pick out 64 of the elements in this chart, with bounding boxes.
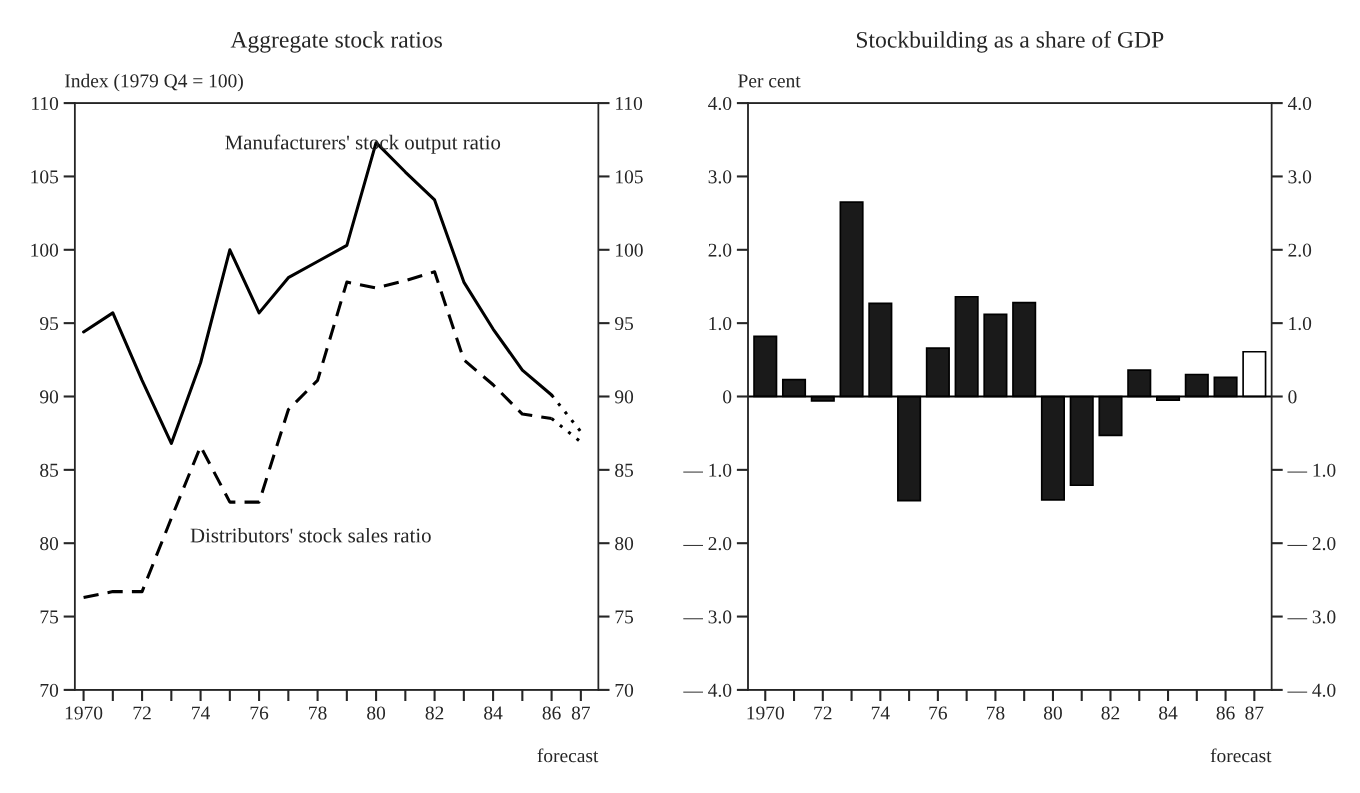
x-tick-label: 74 — [192, 706, 210, 720]
y-tick-label: 95 — [40, 317, 59, 331]
y2-tick-label: 80 — [615, 537, 634, 551]
y2-tick-label: 90 — [615, 390, 634, 404]
series-label: Manufacturers' stock output ratio — [225, 134, 501, 154]
y2-tick-label: 85 — [615, 463, 634, 477]
x-tick-label: 76 — [250, 706, 269, 720]
y-tick-label: 85 — [40, 463, 59, 477]
y-tick-label: — 3.0 — [683, 610, 732, 624]
x-tick-label: 86 — [1216, 706, 1235, 720]
y2-tick-label: 95 — [615, 317, 634, 331]
y2-tick-label: 0 — [1288, 390, 1297, 404]
series-label: Distributors' stock sales ratio — [190, 527, 431, 543]
x-tick-label: 86 — [542, 706, 561, 720]
y2-tick-label: — 2.0 — [1287, 537, 1336, 551]
y2-tick-label: 3.0 — [1288, 170, 1312, 184]
y2-tick-label: 1.0 — [1289, 316, 1312, 331]
y-tick-label: 2.0 — [708, 243, 732, 257]
text: forecast — [537, 748, 599, 763]
y-tick-label: 1.0 — [709, 316, 732, 331]
x-tick-label: 80 — [1043, 706, 1062, 720]
y2-tick-label: 4.0 — [1287, 96, 1312, 111]
y-tick-label: 3.0 — [708, 170, 732, 184]
x-tick-label: 82 — [1101, 706, 1120, 720]
y2-tick-label: — 1.0 — [1287, 463, 1336, 477]
y2-tick-label: 100 — [616, 243, 643, 257]
x-tick-label: 1970 — [65, 706, 103, 720]
y2-tick-label: — 3.0 — [1287, 610, 1336, 624]
y-tick-label: 110 — [32, 96, 59, 111]
x-tick-label: 82 — [425, 706, 444, 720]
y2-tick-label: 2.0 — [1288, 243, 1312, 257]
y2-tick-label: — 4.0 — [1287, 683, 1336, 697]
y-tick-label: 0 — [723, 390, 732, 404]
y-tick-label: 75 — [40, 610, 59, 624]
y-tick-label: 80 — [40, 537, 59, 551]
x-tick-label: 80 — [367, 706, 386, 720]
y-axis-title: Index (1979 Q4 = 100) — [65, 73, 243, 92]
y-tick-label: — 1.0 — [683, 463, 732, 477]
x-tick-label: 76 — [929, 706, 948, 720]
x-tick-label: 72 — [814, 706, 832, 720]
y-tick-label: 4.0 — [708, 96, 732, 111]
chart-title: Aggregate stock ratios — [230, 31, 442, 53]
y-tick-label: 100 — [31, 243, 59, 257]
x-tick-label: 87 — [571, 706, 591, 720]
x-tick-label: 78 — [986, 706, 1005, 720]
y2-tick-label: 105 — [616, 170, 643, 184]
y-tick-label: 70 — [40, 683, 59, 697]
y-axis-title: Per cent — [738, 74, 801, 88]
y2-tick-label: 75 — [615, 610, 634, 624]
y-tick-label: — 4.0 — [683, 683, 732, 697]
x-tick-label: 87 — [1245, 706, 1264, 720]
y2-tick-label: 70 — [615, 683, 634, 697]
y2-tick-label: 110 — [616, 96, 643, 111]
x-tick-label: 72 — [133, 706, 151, 720]
x-tick-label: 84 — [1159, 706, 1178, 720]
y-tick-label: 105 — [31, 170, 59, 184]
y-tick-label: 90 — [40, 390, 59, 404]
x-tick-label: 84 — [484, 706, 503, 720]
y-tick-label: — 2.0 — [683, 537, 732, 551]
x-tick-label: 78 — [309, 706, 327, 720]
chart-title: Stockbuilding as a share of GDP — [856, 30, 1164, 53]
x-tick-label: 1970 — [747, 706, 784, 720]
text: forecast — [1210, 748, 1272, 763]
x-tick-label: 74 — [871, 706, 890, 720]
